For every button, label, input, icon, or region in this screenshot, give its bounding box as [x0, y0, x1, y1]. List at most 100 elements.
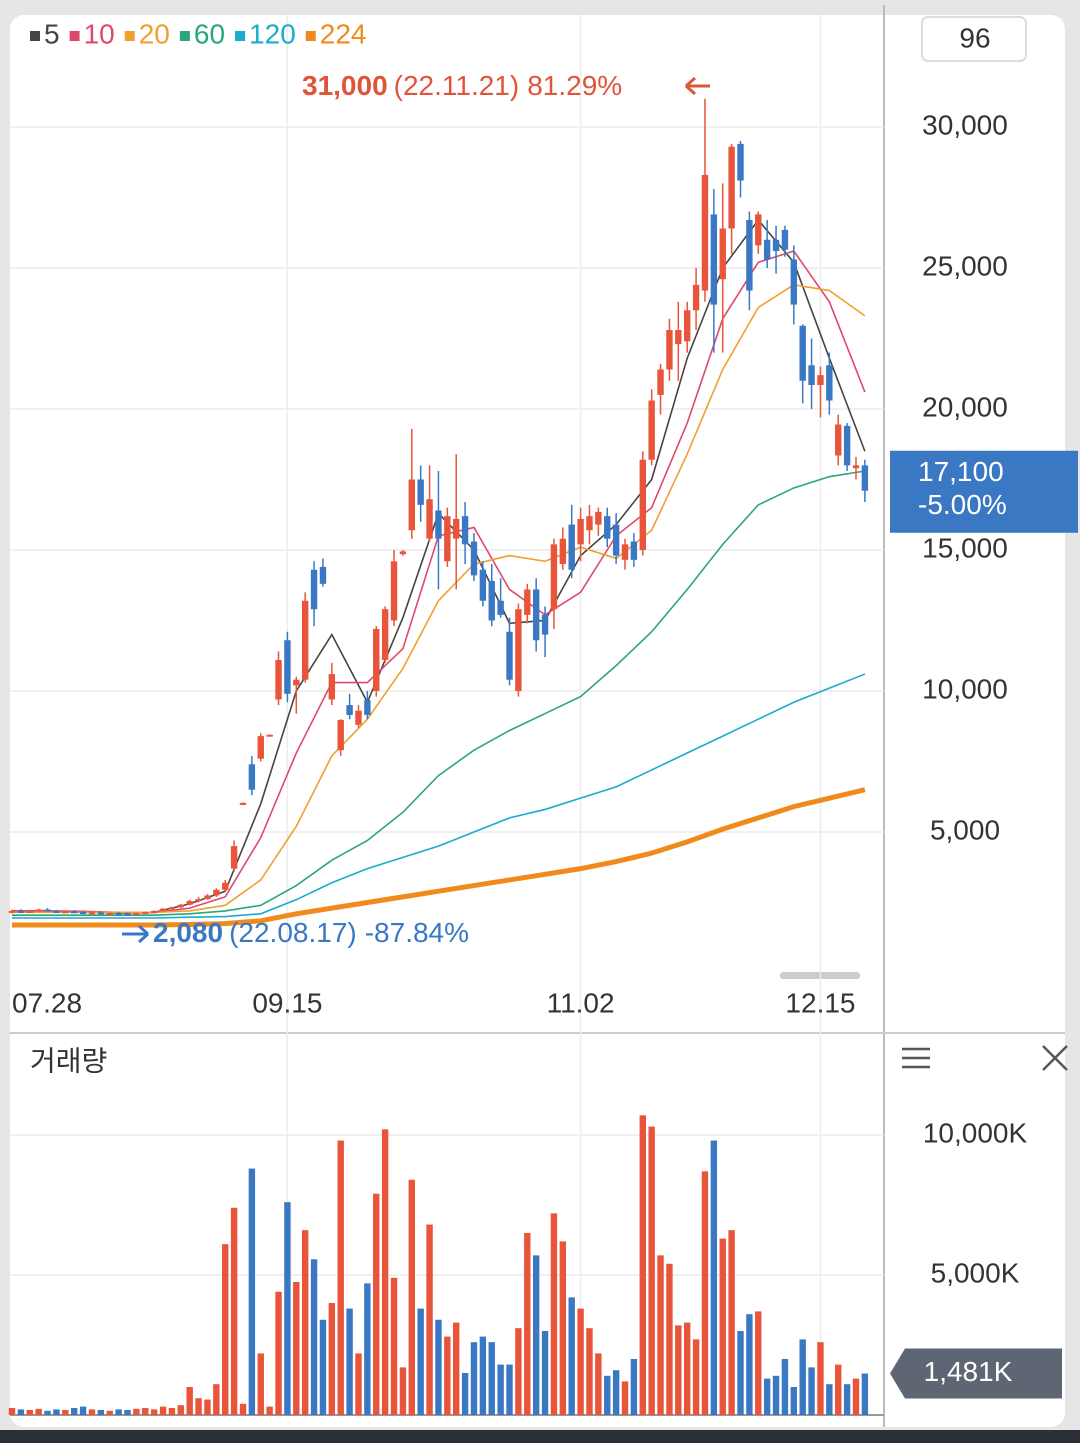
legend-label: 120 [249, 18, 296, 49]
volume-bar [817, 1342, 824, 1415]
candle-body [17, 910, 25, 913]
volume-bar [88, 1409, 96, 1415]
candle-body [532, 589, 540, 641]
y-tick-label: 5,000K [931, 1257, 1020, 1288]
menu-icon[interactable] [902, 1047, 930, 1069]
legend-swatch [179, 31, 190, 41]
candle-body [328, 674, 336, 700]
volume-bar [515, 1328, 522, 1415]
volume-bar [524, 1232, 531, 1415]
close-icon[interactable] [1042, 1045, 1068, 1071]
candle-body [426, 499, 433, 539]
volume-bar [79, 1406, 87, 1415]
volume-bar [737, 1330, 744, 1415]
volume-bar [612, 1370, 620, 1415]
volume-bar [417, 1308, 424, 1415]
candle-body [284, 640, 291, 694]
candle-body [621, 544, 629, 560]
volume-bar [97, 1409, 105, 1415]
volume-bar [248, 1168, 256, 1415]
candle-body [852, 465, 860, 469]
volume-bar [826, 1384, 833, 1415]
candle-body [541, 614, 549, 635]
low-date: (22.08.17) [229, 917, 357, 948]
candle-body [435, 510, 442, 539]
volume-bar [8, 1407, 16, 1415]
y-tick-label: 10,000K [923, 1117, 1028, 1148]
candle-body [408, 479, 415, 531]
volume-bar [17, 1409, 25, 1415]
candle-body [559, 538, 567, 565]
legend-label: 20 [139, 18, 170, 49]
candle-body [568, 524, 575, 570]
volume-bar [772, 1375, 780, 1415]
volume-bar [461, 1372, 469, 1415]
volume-bar [746, 1314, 753, 1415]
candle-body [390, 561, 398, 621]
volume-bar [168, 1407, 176, 1415]
marks [8, 98, 869, 1415]
candle-body [728, 146, 735, 229]
volume-bar [53, 1409, 60, 1415]
candle-body [595, 511, 602, 525]
volume-bar [195, 1398, 202, 1415]
volume-bar [861, 1373, 869, 1415]
candle-body [701, 174, 709, 291]
candle-body [612, 524, 620, 556]
volume-bar [408, 1179, 415, 1415]
volume-bar [186, 1386, 193, 1415]
volume-bar [124, 1409, 131, 1415]
legend-swatch [30, 31, 40, 41]
volume-bar [843, 1384, 851, 1415]
candle-body [710, 214, 718, 305]
candle-body [746, 220, 753, 291]
candle-body [719, 228, 726, 280]
volume-badge [890, 1348, 1062, 1399]
candle-body [470, 541, 478, 576]
volume-bar [852, 1378, 860, 1415]
y-tick-label: 30,000 [922, 109, 1008, 140]
volume-bar [257, 1353, 264, 1415]
x-tick-label: 11.02 [547, 987, 615, 1018]
volume-bar [550, 1213, 558, 1415]
candle-body [159, 908, 167, 911]
candle-body [204, 895, 211, 900]
candle-body [479, 569, 487, 601]
volume-bar [159, 1406, 167, 1415]
candle-body [843, 425, 851, 466]
x-tick-label: 09.15 [252, 987, 322, 1018]
candle-body [524, 589, 531, 615]
candle-body [53, 910, 60, 913]
legend-label: 60 [194, 18, 225, 49]
low-annotation: 2,080 (22.08.17) -87.84% [153, 917, 469, 948]
candle-body [497, 600, 504, 615]
candle-body [168, 907, 176, 910]
candle-body [675, 330, 682, 345]
candle-body [266, 734, 273, 737]
volume-bar [364, 1283, 371, 1415]
candle-body [142, 912, 149, 915]
volume-bar [319, 1319, 327, 1415]
volume-bar [70, 1407, 78, 1415]
volume-badge-value: 1,481K [924, 1356, 1013, 1387]
price-badge [890, 450, 1078, 533]
ma-line [12, 787, 866, 928]
candle-body [657, 369, 664, 395]
candle-body [133, 913, 140, 916]
volume-bar [728, 1230, 735, 1415]
period-box[interactable] [921, 16, 1027, 62]
candle-body [248, 764, 256, 790]
candle-body [293, 679, 300, 686]
candle-body [763, 239, 771, 260]
volume-bar [426, 1224, 433, 1415]
y-tick-label: 20,000 [922, 391, 1008, 422]
legend-swatch [124, 31, 135, 41]
volume-bar [44, 1410, 51, 1415]
candle-body [239, 802, 247, 805]
legend-swatch [305, 31, 316, 41]
candle-body [124, 913, 131, 916]
candle-body [755, 214, 762, 246]
candle-body [790, 259, 798, 305]
period-value[interactable]: 96 [959, 22, 990, 53]
volume-bar [835, 1364, 842, 1415]
